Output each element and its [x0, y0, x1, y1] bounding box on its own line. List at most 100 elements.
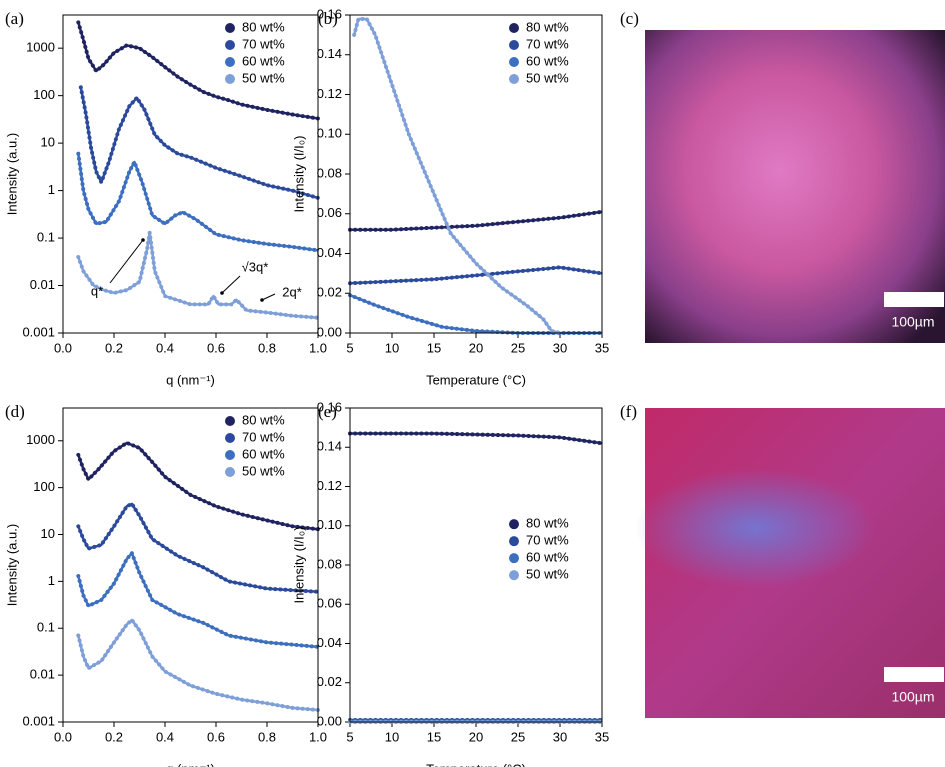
- legend-marker: [509, 74, 519, 84]
- annotation: q*: [91, 283, 103, 298]
- legend-label: 50 wt%: [242, 463, 285, 478]
- x-tick-label: 20: [469, 729, 483, 744]
- x-tick-label: 0.8: [258, 340, 276, 355]
- data-series-core: [77, 22, 319, 120]
- legend-label: 50 wt%: [242, 70, 285, 85]
- x-tick-label: 15: [427, 340, 441, 355]
- x-tick-label: 0.2: [105, 340, 123, 355]
- annotation: √3q*: [242, 259, 269, 274]
- y-tick-label: 0.02: [317, 674, 342, 689]
- y-tick-label: 0.04: [317, 635, 342, 650]
- data-series-core: [79, 87, 319, 200]
- y-tick-label: 1: [48, 182, 55, 197]
- data-series: [348, 293, 604, 335]
- y-tick-label: 0.00: [317, 324, 342, 339]
- legend-marker: [509, 553, 519, 564]
- legend-label: 80 wt%: [242, 19, 285, 34]
- panel-label: (a): [5, 9, 24, 28]
- data-series-core: [350, 210, 603, 231]
- x-tick-label: 25: [511, 340, 525, 355]
- y-tick-label: 0.08: [317, 165, 342, 180]
- data-series-core: [352, 17, 561, 335]
- legend-marker: [225, 450, 235, 460]
- legend-label: 60 wt%: [526, 550, 569, 565]
- data-series: [348, 209, 604, 232]
- legend-label: 70 wt%: [526, 533, 569, 548]
- legend-label: 60 wt%: [242, 53, 285, 68]
- y-tick-label: 0.16: [317, 399, 342, 414]
- y-tick-label: 0.14: [317, 46, 342, 61]
- plot-frame: [349, 14, 603, 334]
- y-tick-label: 100: [33, 479, 55, 494]
- legend-label: 60 wt%: [242, 446, 285, 461]
- legend-label: 70 wt%: [242, 429, 285, 444]
- legend-marker: [509, 570, 519, 581]
- y-tick-label: 0.14: [317, 439, 342, 454]
- y-tick-label: 0.06: [317, 205, 342, 220]
- y-tick-label: 0.10: [317, 517, 342, 532]
- legend-marker: [225, 57, 235, 67]
- plot-frame: [349, 407, 603, 723]
- data-series-core: [77, 618, 319, 712]
- y-tick-label: 10: [41, 135, 55, 150]
- legend-label: 50 wt%: [526, 70, 569, 85]
- plot-frame: [62, 14, 319, 334]
- x-tick-label: 0.2: [105, 729, 123, 744]
- x-tick-label: 1.0: [309, 340, 327, 355]
- x-axis-label: Temperature (°C): [426, 761, 526, 767]
- x-axis-label: q (nm⁻¹): [166, 372, 215, 387]
- data-series-core: [77, 441, 319, 531]
- plot-frame: [62, 407, 319, 723]
- annotation-arrowhead: [220, 291, 224, 295]
- legend-label: 70 wt%: [526, 36, 569, 51]
- scale-bar: [884, 667, 944, 682]
- annotation-arrowhead: [260, 298, 264, 302]
- legend-marker: [509, 23, 519, 33]
- y-tick-label: 0.01: [30, 277, 55, 292]
- y-axis-label: Intensity (I/I₀): [291, 136, 306, 213]
- y-tick-label: 0.12: [317, 478, 342, 493]
- y-tick-label: 1000: [26, 40, 55, 55]
- legend-label: 80 wt%: [526, 516, 569, 531]
- y-axis-label: Intensity (a.u.): [4, 524, 19, 606]
- x-tick-label: 35: [595, 340, 609, 355]
- data-series-core: [77, 551, 319, 649]
- data-series-core: [350, 432, 603, 445]
- y-tick-label: 10: [41, 526, 55, 541]
- y-tick-label: 0.02: [317, 285, 342, 300]
- panel-label: (b): [318, 9, 338, 28]
- x-tick-label: 10: [385, 340, 399, 355]
- legend-marker: [225, 74, 235, 84]
- micrograph: [645, 30, 945, 343]
- y-tick-label: 0.06: [317, 596, 342, 611]
- y-tick-label: 0.1: [37, 620, 55, 635]
- x-tick-label: 0.8: [258, 729, 276, 744]
- x-tick-label: 0.6: [207, 729, 225, 744]
- y-tick-label: 1000: [26, 432, 55, 447]
- annotation: 2q*: [282, 284, 302, 299]
- y-tick-label: 0.08: [317, 556, 342, 571]
- legend-marker: [225, 416, 235, 426]
- data-series-core: [77, 231, 319, 319]
- x-tick-label: 0.0: [54, 340, 72, 355]
- y-tick-label: 0.1: [37, 229, 55, 244]
- micrograph-domain: [635, 468, 875, 588]
- data-series: [78, 85, 320, 200]
- scale-bar-label: 100µm: [891, 689, 934, 705]
- legend-marker: [225, 433, 235, 443]
- data-series-core: [349, 266, 603, 285]
- legend-marker: [225, 40, 235, 50]
- legend-label: 50 wt%: [526, 567, 569, 582]
- data-series: [76, 501, 320, 594]
- panel-label: (c): [620, 9, 639, 28]
- legend-marker: [509, 536, 519, 547]
- x-tick-label: 0.4: [156, 340, 174, 355]
- x-tick-label: 25: [511, 729, 525, 744]
- x-tick-label: 10: [385, 729, 399, 744]
- legend-marker: [225, 23, 235, 33]
- scale-bar-label: 100µm: [891, 314, 934, 330]
- panel-label: (e): [318, 402, 337, 421]
- legend-marker: [509, 40, 519, 50]
- annotation-arrow: [261, 293, 276, 301]
